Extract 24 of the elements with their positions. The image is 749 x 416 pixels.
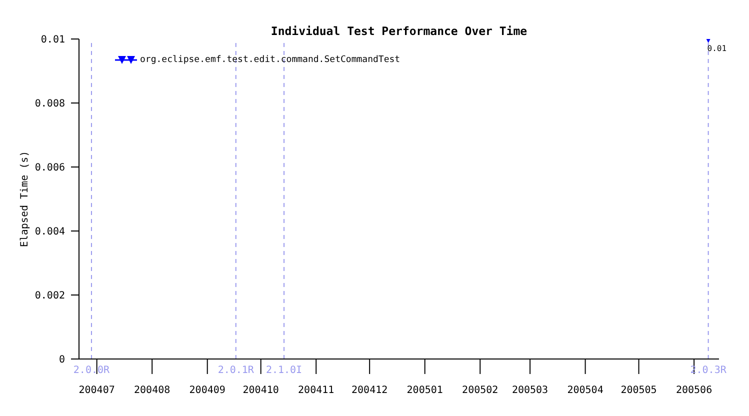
y-axis-title: Elapsed Time (s) — [20, 150, 31, 248]
chart-title: Individual Test Performance Over Time — [270, 24, 528, 38]
y-tick-label: 0.004 — [34, 226, 65, 238]
x-tick-label: 200412 — [352, 385, 388, 396]
y-tick-label: 0.008 — [34, 98, 65, 110]
x-tick-label: 200506 — [676, 385, 712, 396]
y-tick-label: 0.002 — [34, 290, 65, 302]
x-tick-label: 200502 — [462, 385, 498, 396]
y-tick-label: 0 — [58, 354, 65, 366]
ref-line-label: 2.1.0I — [266, 365, 302, 376]
x-tick-label: 200411 — [298, 385, 334, 396]
x-tick-label: 200504 — [567, 385, 604, 396]
ref-line-label: 2.0.1R — [218, 365, 255, 376]
legend-label: org.eclipse.emf.test.edit.command.SetCommandTest — [140, 55, 400, 65]
x-tick-label: 200410 — [242, 385, 279, 396]
data-label: 0.01 — [707, 44, 727, 53]
x-tick-label: 200501 — [406, 385, 443, 396]
y-tick-label: 0.01 — [40, 34, 65, 46]
x-tick-label: 200505 — [620, 385, 657, 396]
x-tick-label: 200503 — [512, 385, 548, 396]
x-tick-label: 200408 — [134, 385, 170, 396]
x-tick-label: 200409 — [189, 385, 226, 396]
y-tick-label: 0.006 — [34, 162, 65, 174]
x-tick-label: 200407 — [78, 385, 115, 396]
